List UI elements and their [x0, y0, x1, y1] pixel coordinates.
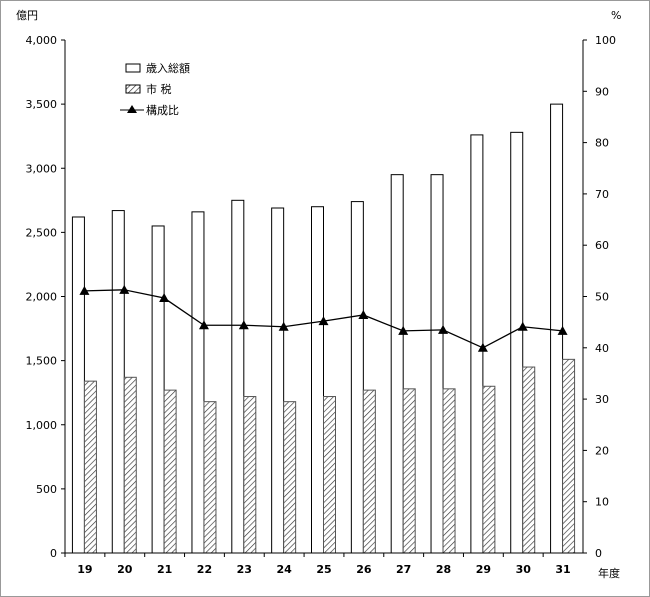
y2-tick-label: 40: [595, 342, 609, 355]
ratio-point: [278, 321, 289, 331]
x-tick-label: 23: [237, 563, 252, 576]
y-tick-label: 1,000: [26, 419, 58, 432]
y2-tick-label: 50: [595, 291, 609, 304]
ratio-point: [358, 309, 369, 319]
y2-tick-label: 100: [595, 34, 616, 47]
y2-tick-label: 70: [595, 188, 609, 201]
bar-city-tax: [83, 380, 97, 554]
y2-axis-label: %: [611, 9, 621, 22]
x-axis-label: 年度: [598, 566, 620, 580]
ratio-point: [79, 285, 90, 295]
legend-label-ratio: 構成比: [146, 104, 179, 117]
x-tick-label: 28: [436, 563, 451, 576]
x-tick-label: 25: [316, 563, 331, 576]
ratio-point: [238, 320, 249, 330]
bar-city-tax: [562, 358, 576, 554]
y-tick-label: 4,000: [26, 34, 58, 47]
bar-total-revenue: [390, 174, 404, 554]
ratio-point: [517, 321, 528, 331]
y2-tick-label: 30: [595, 393, 609, 406]
y-tick-label: 2,500: [26, 226, 58, 239]
bar-city-tax: [522, 366, 536, 554]
bar-total-revenue: [111, 210, 125, 554]
x-tick-label: 29: [476, 563, 491, 576]
y2-tick-label: 20: [595, 444, 609, 457]
y-tick-label: 1,500: [26, 355, 58, 368]
legend: 歳入総額 市 税 構成比: [110, 60, 228, 120]
ratio-point: [557, 325, 568, 335]
bar-city-tax: [362, 389, 376, 554]
bar-total-revenue: [71, 216, 85, 554]
bar-total-revenue: [151, 225, 165, 554]
bar-total-revenue: [311, 206, 324, 554]
x-tick-label: 24: [276, 563, 292, 576]
ratio-point: [398, 325, 409, 335]
bar-total-revenue: [510, 131, 524, 554]
legend-triangle-marker: [127, 105, 137, 113]
ratio-point: [318, 316, 329, 326]
y2-tick-label: 60: [595, 239, 609, 252]
legend-label-total: 歳入総額: [146, 61, 190, 75]
bar-total-revenue: [430, 174, 444, 554]
bar-city-tax: [283, 401, 297, 554]
bar-city-tax: [323, 396, 336, 554]
x-tick-label: 30: [516, 563, 532, 576]
x-tick-label: 31: [555, 563, 570, 576]
bar-total-revenue: [350, 201, 364, 554]
y2-tick-label: 90: [595, 85, 609, 98]
ratio-point: [198, 320, 209, 330]
y2-tick-label: 80: [595, 137, 609, 150]
bar-city-tax: [243, 396, 257, 554]
ratio-point: [477, 342, 488, 352]
x-tick-label: 19: [77, 563, 92, 576]
x-tick-label: 26: [356, 563, 372, 576]
ratio-point: [159, 293, 170, 303]
legend-label-tax: 市 税: [146, 82, 172, 96]
bar-total-revenue: [550, 103, 564, 554]
y-tick-label: 3,500: [26, 98, 58, 111]
y-tick-label: 500: [36, 483, 57, 496]
bar-city-tax: [123, 376, 137, 554]
bar-total-revenue: [191, 211, 205, 554]
y-tick-label: 0: [50, 547, 57, 560]
x-tick-label: 20: [117, 563, 133, 576]
legend-swatch-total: [125, 63, 141, 73]
bar-city-tax: [442, 388, 456, 554]
bar-city-tax: [402, 388, 416, 554]
x-tick-label: 27: [396, 563, 411, 576]
y2-tick-label: 10: [595, 496, 609, 509]
ratio-point: [438, 324, 449, 334]
bar-city-tax: [203, 401, 217, 554]
y-tick-label: 2,000: [26, 291, 58, 304]
bar-city-tax: [163, 389, 177, 554]
x-tick-label: 21: [157, 563, 172, 576]
bar-total-revenue: [470, 134, 484, 554]
ratio-point: [119, 284, 130, 294]
bar-total-revenue: [231, 199, 245, 554]
y-tick-label: 3,000: [26, 162, 58, 175]
legend-swatch-tax: [125, 84, 141, 94]
bar-city-tax: [482, 385, 496, 554]
x-tick-label: 22: [197, 563, 212, 576]
y2-tick-label: 0: [595, 547, 602, 560]
bar-total-revenue: [271, 207, 285, 554]
y-axis-label: 億円: [16, 9, 38, 22]
